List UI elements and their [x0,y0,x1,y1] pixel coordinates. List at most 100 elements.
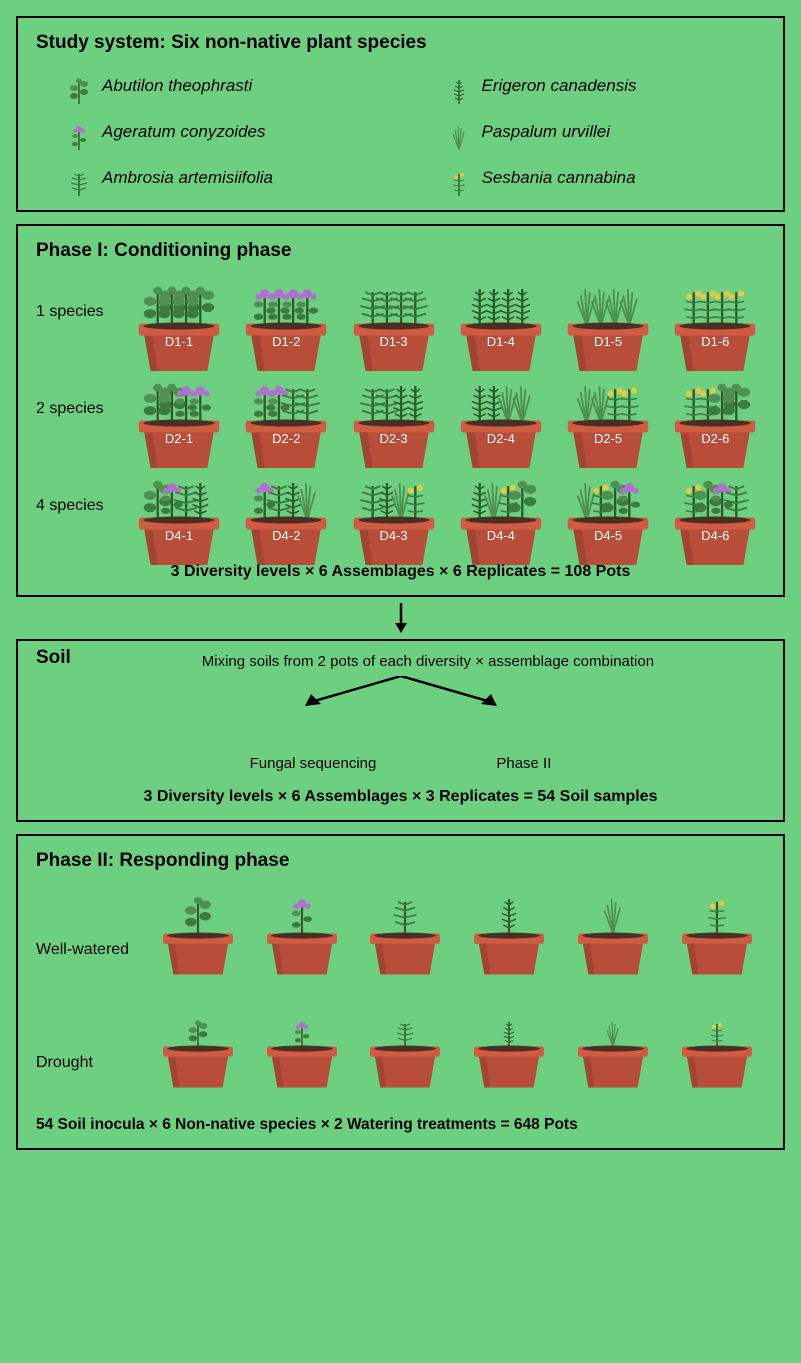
pot-label: D2-2 [272,431,300,446]
soil-formula: 3 Diversity levels × 6 Assemblages × 3 R… [36,788,765,806]
phase2-title: Phase II: Responding phase [36,850,765,872]
phase2-formula: 54 Soil inocula × 6 Non-native species ×… [36,1116,765,1134]
pot-cell: D2-1 [129,373,228,446]
pot-label: D4-5 [594,528,622,543]
soil-branches: Fungal sequencing Phase II [36,755,765,772]
pot-cell: D1-3 [344,276,443,349]
species-name: Ambrosia artemisiifolia [102,168,273,188]
pot-cell: D2-2 [237,373,336,446]
pot-icon [670,276,760,376]
species-item: Paspalum urvillei [446,114,766,150]
pot-icon [563,373,653,473]
pot-icon [241,276,331,376]
pot-label: D4-6 [701,528,729,543]
pot-cell: D4-2 [237,470,336,543]
pot-icon [563,276,653,376]
species-item: Erigeron canadensis [446,68,766,104]
pot-label: D2-5 [594,431,622,446]
pot-icon [159,886,237,981]
pot-label: D2-3 [379,431,407,446]
pot-cell [669,886,765,981]
phase1-row: 2 species D2-1 D2-2 D2-3 D2-4 [36,373,765,446]
pot-cell: D4-5 [558,470,657,543]
pot-label: D1-6 [701,334,729,349]
pot-icon [349,276,439,376]
species-name: Paspalum urvillei [482,122,611,142]
pot-icon [349,373,439,473]
phase1-row-label: 4 species [36,497,121,543]
phase1-pot-grid: 1 species D1-1 D1-2 D1-3 D1-4 [36,276,765,543]
pot-cell: D2-5 [558,373,657,446]
pot-icon [470,886,548,981]
species-item: Sesbania cannabina [446,160,766,196]
pot-icon [241,470,331,570]
pot-label: D1-2 [272,334,300,349]
pot-icon [670,470,760,570]
pot-cell: D1-2 [237,276,336,349]
pot-cell: D1-5 [558,276,657,349]
pot-cell [150,999,246,1094]
pot-cell [150,886,246,981]
pot-icon [263,999,341,1094]
pot-icon [574,886,652,981]
pot-icon [134,373,224,473]
arrow-down-icon [386,603,416,633]
pot-cell [461,886,557,981]
pot-icon [670,373,760,473]
pot-cell [669,999,765,1094]
species-name: Erigeron canadensis [482,76,637,96]
species-item: Ageratum conyzoides [66,114,386,150]
pot-cell [254,886,350,981]
study-system-panel: Study system: Six non-native plant speci… [16,16,785,212]
soil-panel: Soil Mixing soils from 2 pots of each di… [16,639,785,822]
pot-icon [470,999,548,1094]
broad-leaf-icon [66,68,92,104]
pot-icon [456,470,546,570]
pot-cell: D4-6 [666,470,765,543]
pot-icon [366,999,444,1094]
study-system-title: Study system: Six non-native plant speci… [36,32,765,54]
phase2-row: Well-watered [36,886,765,981]
yellow-flower-icon [446,160,472,196]
pot-icon [159,999,237,1094]
pot-icon [456,373,546,473]
phase1-title: Phase I: Conditioning phase [36,240,765,262]
soil-mixing-text: Mixing soils from 2 pots of each diversi… [36,647,765,670]
pot-cell: D1-6 [666,276,765,349]
species-item: Abutilon theophrasti [66,68,386,104]
pot-label: D4-2 [272,528,300,543]
pot-cell [358,999,454,1094]
pot-label: D4-1 [165,528,193,543]
pot-cell: D2-3 [344,373,443,446]
phase1-row: 4 species D4-1 D4-2 D4-3 D4-4 [36,470,765,543]
pot-cell: D2-4 [451,373,550,446]
pot-icon [349,470,439,570]
soil-title: Soil [36,647,71,669]
pot-label: D4-4 [487,528,515,543]
grass-icon [446,114,472,150]
soil-branch-arrows-icon [251,676,551,710]
species-name: Sesbania cannabina [482,168,636,188]
pot-icon [678,999,756,1094]
pot-cell: D4-1 [129,470,228,543]
phase2-row: Drought [36,999,765,1094]
phase2-pot-grid: Well-watered [36,886,765,1094]
pot-label: D2-6 [701,431,729,446]
pot-label: D2-1 [165,431,193,446]
species-grid: Abutilon theophrasti Erigeron canadensis… [36,68,765,196]
phase1-row: 1 species D1-1 D1-2 D1-3 D1-4 [36,276,765,349]
species-name: Abutilon theophrasti [102,76,252,96]
pot-cell: D2-6 [666,373,765,446]
pot-cell [565,999,661,1094]
pot-icon [366,886,444,981]
phase2-row-label: Drought [36,1054,142,1094]
phase1-row-label: 2 species [36,400,121,446]
species-name: Ageratum conyzoides [102,122,265,142]
pot-icon [574,999,652,1094]
pot-icon [456,276,546,376]
pot-cell: D4-3 [344,470,443,543]
pot-cell: D1-4 [451,276,550,349]
pot-label: D4-3 [379,528,407,543]
pot-icon [563,470,653,570]
pot-label: D2-4 [487,431,515,446]
